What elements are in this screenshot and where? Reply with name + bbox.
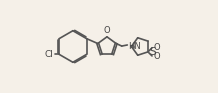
Text: S: S: [149, 47, 156, 57]
Text: HN: HN: [128, 42, 141, 51]
Text: O: O: [153, 43, 160, 52]
Text: Cl: Cl: [45, 50, 54, 59]
Text: O: O: [153, 52, 160, 61]
Text: O: O: [104, 26, 110, 35]
